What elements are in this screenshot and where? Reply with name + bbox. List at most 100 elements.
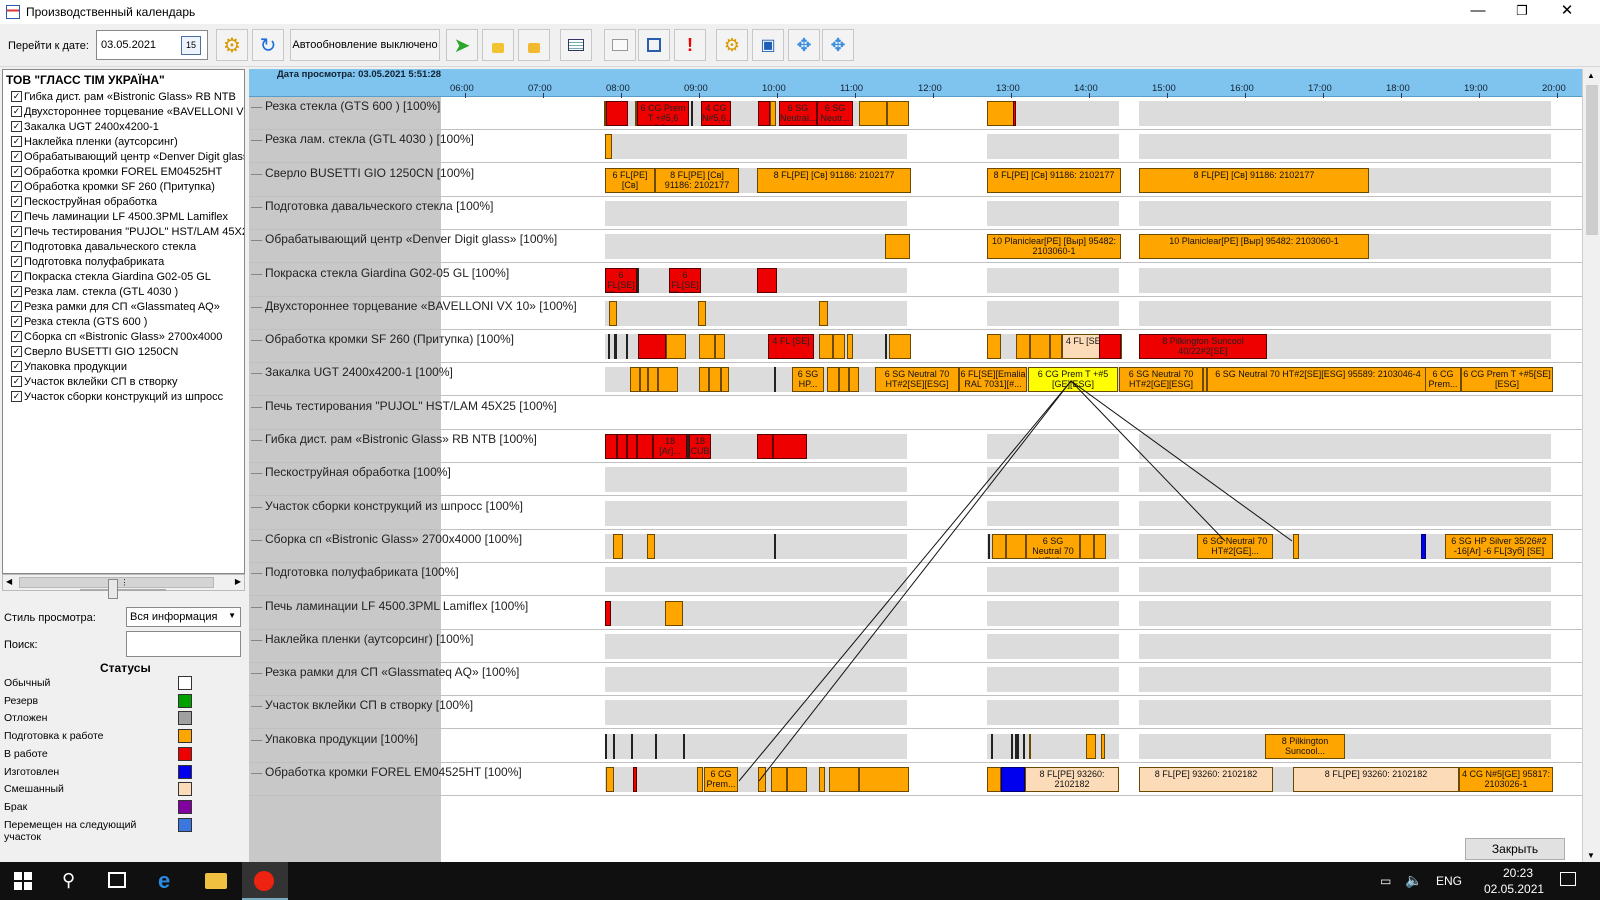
task-bar[interactable] xyxy=(829,767,859,792)
tree-item[interactable]: ✓Двухстороннее торцевание «BAVELLONI VX … xyxy=(3,104,244,119)
task-bar[interactable] xyxy=(849,367,859,393)
task-bar[interactable] xyxy=(1080,533,1094,559)
scroll-down-icon[interactable]: ▼ xyxy=(1587,851,1595,860)
checkbox-checked-icon[interactable]: ✓ xyxy=(11,361,22,372)
task-bar[interactable]: 6 SG Neutral 70 HT#2[GE][ESG] xyxy=(1119,367,1203,393)
task-bar[interactable] xyxy=(697,767,703,792)
tree-item[interactable]: ✓ Закалка UGT 2400x4200-1 xyxy=(3,119,244,134)
task-bar[interactable] xyxy=(771,767,787,792)
table-button[interactable] xyxy=(560,29,592,61)
tree-item[interactable]: ✓ Обрабатывающий центр «Denver Digit glas… xyxy=(3,149,244,164)
task-bar[interactable] xyxy=(987,767,1001,792)
gantt-vertical-scrollbar[interactable]: ▲ ▼ xyxy=(1582,69,1600,862)
task-bar[interactable]: 8 Pilkington Suncool... xyxy=(1265,733,1345,759)
task-bar[interactable] xyxy=(605,434,617,459)
tree-item[interactable]: ✓ Сверло BUSETTI GIO 1250CN xyxy=(3,344,244,359)
tree-item[interactable]: ✓ Участок сборки конструкций из шпросс xyxy=(3,389,244,404)
task-bar[interactable] xyxy=(606,767,614,792)
task-bar[interactable] xyxy=(991,733,993,759)
config-button[interactable]: ⚙ xyxy=(716,29,748,61)
task-bar[interactable]: 10 Planiclear[PE] [Выр] 95482: 2103060-1 xyxy=(987,234,1121,260)
task-bar[interactable]: 8 Pilkington Suncool 40/22#2[SE] xyxy=(1139,334,1267,360)
task-bar[interactable] xyxy=(774,367,776,393)
task-bar[interactable] xyxy=(613,533,623,559)
task-bar[interactable] xyxy=(1101,733,1105,759)
tree-item[interactable]: ✓ Подготовка давальческого стекла xyxy=(3,239,244,254)
task-bar[interactable] xyxy=(709,367,721,393)
task-bar[interactable]: 4 CG N#5[GE] 95817: 2103026-1 xyxy=(1459,767,1553,792)
task-bar[interactable]: 8 FL[PE] [Св] 91186: 2102177 xyxy=(987,167,1121,193)
tree-item[interactable]: ✓ Подготовка полуфабриката xyxy=(3,254,244,269)
checkbox-checked-icon[interactable]: ✓ xyxy=(11,316,22,327)
checkbox-checked-icon[interactable]: ✓ xyxy=(11,286,22,297)
task-bar[interactable] xyxy=(630,367,640,393)
task-bar[interactable] xyxy=(987,334,1001,360)
close-window-button[interactable]: ✕ xyxy=(1560,2,1574,19)
checkbox-checked-icon[interactable]: ✓ xyxy=(11,376,22,387)
row-expand-icon[interactable]: ── xyxy=(251,502,263,512)
row-expand-icon[interactable]: ── xyxy=(251,269,263,279)
tree-item[interactable]: ✓ Пескоструйная обработка xyxy=(3,194,244,209)
task-bar[interactable] xyxy=(1094,533,1106,559)
file-explorer-icon[interactable] xyxy=(205,873,227,889)
task-bar[interactable] xyxy=(699,334,715,360)
expand-button[interactable]: ✥ xyxy=(788,29,820,61)
row-expand-icon[interactable]: ── xyxy=(251,669,263,679)
task-bar[interactable]: 6 FL[SE][Emalia RAL 7031][# 4] xyxy=(605,267,637,293)
checkbox-checked-icon[interactable]: ✓ xyxy=(11,91,22,102)
task-bar[interactable] xyxy=(774,533,776,559)
task-bar[interactable]: 18 [Ar]... xyxy=(653,434,687,459)
task-bar[interactable] xyxy=(638,334,666,360)
task-bar[interactable] xyxy=(698,300,706,326)
task-bar[interactable] xyxy=(637,267,639,293)
row-expand-icon[interactable]: ── xyxy=(251,602,263,612)
task-bar[interactable] xyxy=(887,101,909,126)
task-bar[interactable]: 6 CG Prem... xyxy=(704,767,738,792)
task-bar[interactable] xyxy=(839,367,849,393)
task-bar[interactable]: 8 FL[PE] [Св] 91186: 2102177 xyxy=(1139,167,1369,193)
tree-item[interactable]: ✓ Обработка кромки SF 260 (Притупка) xyxy=(3,179,244,194)
task-bar[interactable] xyxy=(605,733,607,759)
task-bar[interactable] xyxy=(827,367,839,393)
task-bar[interactable] xyxy=(626,334,628,360)
task-bar[interactable]: 6 SG HP Silver 35/26#2 -16[Ar] -6 FL[Зуб… xyxy=(1445,533,1553,559)
row-expand-icon[interactable]: ── xyxy=(251,535,263,545)
close-button[interactable]: Закрыть xyxy=(1465,838,1565,860)
row-expand-icon[interactable]: ── xyxy=(251,336,263,346)
row-expand-icon[interactable]: ── xyxy=(251,569,263,579)
task-bar[interactable] xyxy=(988,533,990,559)
tree-item[interactable]: ✓ Сборка сп «Bistronic Glass» 2700x4000 xyxy=(3,329,244,344)
task-bar[interactable] xyxy=(1013,101,1016,126)
notification-icon[interactable] xyxy=(1560,872,1576,886)
task-bar[interactable] xyxy=(859,101,887,126)
scroll-right-icon[interactable]: ▶ xyxy=(234,577,241,586)
checkbox-checked-icon[interactable]: ✓ xyxy=(11,226,22,237)
row-expand-icon[interactable]: ── xyxy=(251,369,263,379)
task-bar[interactable] xyxy=(787,767,807,792)
task-bar[interactable]: 4 CG N#5,6... xyxy=(701,101,731,126)
lock-button[interactable] xyxy=(482,29,514,61)
settings-button[interactable]: ⚙ xyxy=(216,29,248,61)
row-expand-icon[interactable]: ── xyxy=(251,202,263,212)
task-bar[interactable] xyxy=(1001,767,1025,792)
alert-button[interactable]: ! xyxy=(674,29,706,61)
tree-item[interactable]: ✓ Печь тестирования "PUJOL" HST/LAM 45X25 xyxy=(3,224,244,239)
task-bar[interactable] xyxy=(604,101,606,126)
checkbox-checked-icon[interactable]: ✓ xyxy=(11,301,22,312)
task-bar[interactable]: 8 FL[PE] [Св] 91186: 2102177 xyxy=(757,167,911,193)
volume-icon[interactable]: 🔈 xyxy=(1405,872,1423,888)
task-bar[interactable] xyxy=(721,367,729,393)
task-bar[interactable] xyxy=(859,767,909,792)
checkbox-checked-icon[interactable]: ✓ xyxy=(11,331,22,342)
task-bar[interactable] xyxy=(1293,533,1299,559)
task-bar[interactable]: 8 FL[PE] 93260: 2102182 xyxy=(1293,767,1459,792)
row-expand-icon[interactable]: ── xyxy=(251,402,263,412)
row-expand-icon[interactable]: ── xyxy=(251,469,263,479)
tree-item[interactable]: ✓ Упаковка продукции xyxy=(3,359,244,374)
task-bar[interactable] xyxy=(1029,733,1031,759)
tree-item[interactable]: ✓ Гибка дист. рам «Bistronic Glass» RB NT… xyxy=(3,89,244,104)
task-bar[interactable] xyxy=(617,434,627,459)
task-bar[interactable] xyxy=(715,334,725,360)
taskbar-app-active[interactable] xyxy=(242,862,288,900)
row-expand-icon[interactable]: ── xyxy=(251,136,263,146)
